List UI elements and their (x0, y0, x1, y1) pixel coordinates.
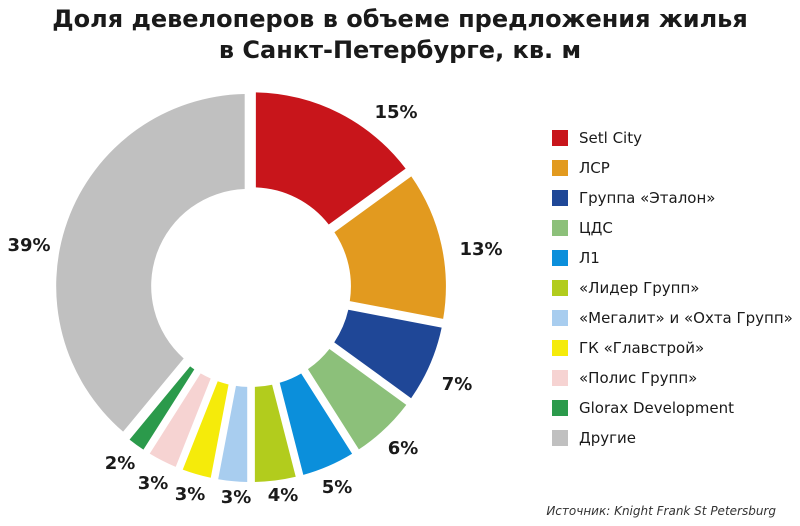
legend-item: «Мегалит» и «Охта Групп» (552, 303, 793, 333)
legend-item: ЦДС (552, 213, 793, 243)
legend-label: Л1 (579, 249, 600, 267)
legend-swatch (552, 400, 568, 416)
source-note: Источник: Knight Frank St Petersburg (546, 504, 776, 518)
legend-item: Setl City (552, 123, 793, 153)
pie-slice (254, 384, 296, 482)
pie-slice (149, 373, 211, 467)
legend-item: «Полис Групп» (552, 363, 793, 393)
legend-swatch (552, 160, 568, 176)
legend-swatch (552, 220, 568, 236)
legend-swatch (552, 340, 568, 356)
slice-percent-label: 3% (138, 473, 169, 494)
pie-slice (255, 92, 406, 225)
slice-percent-label: 2% (105, 453, 136, 474)
pie-slice (279, 373, 353, 475)
legend-swatch (552, 250, 568, 266)
legend-label: ГК «Главстрой» (579, 339, 705, 357)
slice-percent-label: 15% (374, 102, 417, 123)
pie-slice (334, 309, 442, 399)
legend-label: «Полис Групп» (579, 369, 698, 387)
legend-item: «Лидер Групп» (552, 273, 793, 303)
legend-swatch (552, 130, 568, 146)
legend-label: Setl City (579, 129, 642, 147)
legend-swatch (552, 190, 568, 206)
pie-slice (182, 381, 229, 478)
pie-slice (129, 366, 195, 450)
pie-slice (218, 385, 248, 482)
chart-title: Доля девелоперов в объеме предложения жи… (0, 4, 800, 66)
legend-label: «Мегалит» и «Охта Групп» (579, 309, 793, 327)
title-line-1: Доля девелоперов в объеме предложения жи… (52, 5, 748, 33)
slice-percent-label: 7% (442, 374, 473, 395)
legend-item: ГК «Главстрой» (552, 333, 793, 363)
pie-slice (334, 176, 446, 319)
title-line-2: в Санкт-Петербурге, кв. м (218, 36, 582, 64)
donut-chart: 15%13%7%6%5%4%3%3%3%2%39% (7, 92, 503, 508)
legend-item: Группа «Эталон» (552, 183, 793, 213)
slice-percent-label: 4% (268, 485, 299, 506)
pie-slice (307, 348, 407, 450)
legend-label: Другие (579, 429, 636, 447)
slice-percent-label: 13% (459, 239, 502, 260)
legend-label: ЛСР (579, 159, 610, 177)
legend-swatch (552, 430, 568, 446)
legend-swatch (552, 310, 568, 326)
slice-percent-label: 3% (175, 484, 206, 505)
legend: Setl City ЛСР Группа «Эталон» ЦДС Л1 «Лидер Г… (552, 123, 793, 453)
legend-label: «Лидер Групп» (579, 279, 700, 297)
slice-percent-label: 3% (221, 487, 252, 508)
legend-label: ЦДС (579, 219, 613, 237)
slice-percent-label: 39% (7, 235, 50, 256)
legend-swatch (552, 370, 568, 386)
slice-percent-label: 5% (322, 477, 353, 498)
slice-percent-label: 6% (388, 438, 419, 459)
pie-slice (56, 94, 245, 432)
legend-label: Группа «Эталон» (579, 189, 716, 207)
legend-item: Другие (552, 423, 793, 453)
legend-label: Glorax Development (579, 399, 734, 417)
legend-item: Glorax Development (552, 393, 793, 423)
legend-item: ЛСР (552, 153, 793, 183)
legend-swatch (552, 280, 568, 296)
legend-item: Л1 (552, 243, 793, 273)
